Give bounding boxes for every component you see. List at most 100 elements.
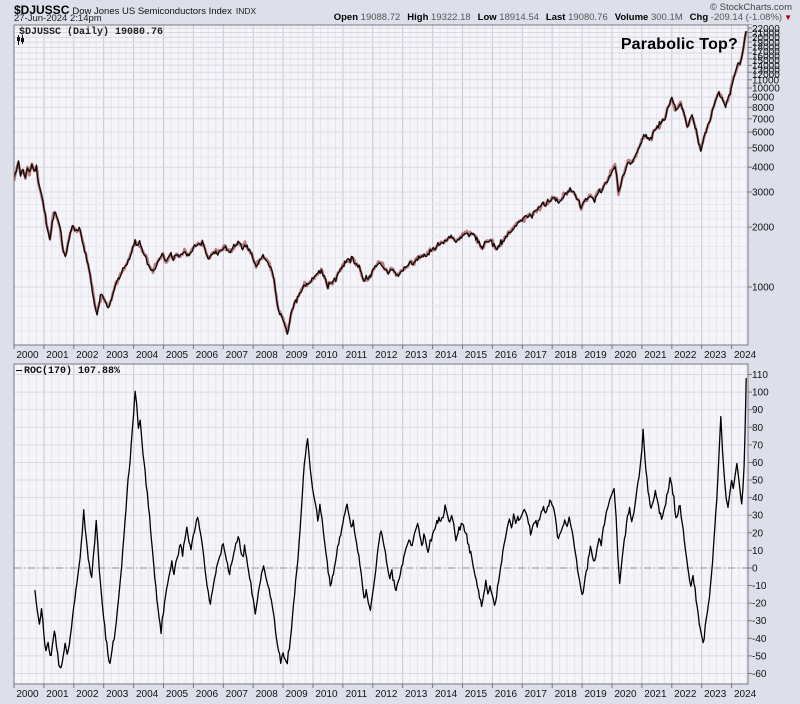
chg-value: -209.14 (-1.08%) [710, 12, 783, 23]
y-axis-label: -10 [752, 581, 767, 592]
chg-label: Chg [689, 12, 709, 23]
y-axis-label: 15000 [752, 56, 780, 67]
y-axis-label: -40 [752, 634, 767, 645]
y-axis-label: -20 [752, 599, 767, 610]
y-axis-label: 19000 [752, 38, 780, 49]
price-legend-text: $DJUSSC (Daily) 19080.76 [19, 27, 164, 38]
x-axis-label: 2012 [375, 689, 398, 700]
y-axis-label: 70 [752, 440, 764, 451]
y-axis-label: -30 [752, 616, 767, 627]
x-axis-label: 2024 [734, 689, 757, 700]
low-label: Low [477, 12, 497, 23]
x-axis-label: 2021 [644, 689, 667, 700]
x-axis-label: 2007 [226, 689, 249, 700]
y-axis-label: 16000 [752, 52, 780, 63]
roc-frame [13, 363, 749, 685]
x-axis-label: 2022 [674, 350, 697, 361]
x-axis-label: 2021 [644, 350, 667, 361]
x-axis-label: 2024 [734, 350, 757, 361]
y-axis-label: 10000 [752, 84, 780, 95]
x-axis-label: 2014 [435, 350, 458, 361]
x-axis-label: 2007 [226, 350, 249, 361]
x-axis-label: 2017 [525, 350, 548, 361]
y-axis-label: 5000 [752, 143, 775, 154]
x-axis-label: 2013 [405, 689, 428, 700]
y-axis-label: 30 [752, 511, 764, 522]
x-axis-label: 2022 [674, 689, 697, 700]
y-axis-label: -60 [752, 669, 767, 680]
parabolic-top-annotation: Parabolic Top? [620, 36, 738, 53]
roc-series [34, 378, 747, 669]
chart-header: $DJUSSC Dow Jones US Semiconductors Index… [0, 0, 800, 24]
x-axis-label: 2008 [256, 689, 279, 700]
y-axis-label: 4000 [752, 163, 775, 174]
y-axis-label: 20 [752, 528, 764, 539]
open-value: 19088.72 [360, 12, 401, 23]
y-axis-label: 110 [752, 370, 768, 381]
y-axis-label: 20000 [752, 33, 780, 44]
x-axis-label: 2009 [285, 350, 308, 361]
x-axis-label: 2016 [495, 350, 518, 361]
x-axis-label: 2000 [16, 689, 39, 700]
x-axis-label: 2004 [136, 689, 159, 700]
y-axis-label: -50 [752, 651, 767, 662]
roc-legend: — ROC(170) 107.88% [16, 366, 120, 377]
y-axis-label: 60 [752, 458, 764, 469]
roc-line-swatch: — [16, 366, 23, 377]
roc-plot-area [14, 364, 748, 684]
x-axis-label: 2005 [166, 350, 189, 361]
title-line: $DJUSSC Dow Jones US Semiconductors Index… [14, 1, 256, 19]
x-axis-label: 2003 [106, 689, 129, 700]
index-name: Dow Jones US Semiconductors Index [72, 6, 232, 17]
x-axis-label: 2017 [525, 689, 548, 700]
price-plot-area [14, 25, 748, 345]
x-axis-label: 2015 [465, 689, 488, 700]
volume-label: Volume [614, 12, 649, 23]
datetime: 27-Jun-2024 2:14pm [14, 13, 102, 24]
x-axis-label: 2002 [76, 689, 99, 700]
x-axis-label: 2008 [256, 350, 279, 361]
x-axis-label: 2015 [465, 350, 488, 361]
y-axis-label: 7000 [752, 114, 775, 125]
y-axis-label: 9000 [752, 93, 775, 104]
x-axis-label: 2004 [136, 350, 159, 361]
stockcharts-watermark: © StockCharts.com [710, 2, 792, 13]
x-axis-label: 2001 [46, 350, 69, 361]
high-label: High [407, 12, 429, 23]
x-axis-label: 2000 [16, 350, 39, 361]
x-axis-label: 2006 [196, 689, 219, 700]
y-axis-label: 1000 [752, 283, 775, 294]
y-axis-label: 50 [752, 476, 764, 487]
roc-chart: 1101009080706050403020100-10-20-30-40-50… [13, 363, 769, 700]
y-axis-label: 0 [752, 564, 758, 575]
x-axis-label: 2020 [614, 350, 637, 361]
symbol: $DJUSSC [14, 3, 70, 17]
y-axis-label: 10 [752, 546, 764, 557]
last-value: 19080.76 [568, 12, 608, 23]
x-axis-label: 2003 [106, 350, 129, 361]
exchange: INDX [235, 6, 257, 16]
x-axis-label: 2023 [704, 350, 727, 361]
y-axis-label: 100 [752, 388, 769, 399]
y-axis-label: 8000 [752, 103, 775, 114]
x-axis-label: 2010 [315, 350, 338, 361]
low-value: 18914.54 [499, 12, 539, 23]
x-axis-label: 2010 [315, 689, 338, 700]
chg-down-arrow-icon[interactable]: ▼ [784, 13, 792, 22]
price-series [14, 30, 748, 335]
price-legend: $DJUSSC (Daily) 19080.76 [16, 27, 164, 45]
price-frame [13, 24, 749, 346]
high-value: 19322.18 [431, 12, 471, 23]
y-axis-label: 90 [752, 405, 764, 416]
volume-value: 300.1M [650, 12, 683, 23]
x-axis-label: 2012 [375, 350, 398, 361]
quote-line: Open 19088.72 High 19322.18 Low 18914.54 La… [327, 12, 792, 23]
y-axis-label: 11000 [752, 75, 780, 86]
x-axis-label: 2006 [196, 350, 219, 361]
y-axis-label: 6000 [752, 128, 775, 139]
x-axis-label: 2023 [704, 689, 727, 700]
last-label: Last [545, 12, 566, 23]
x-axis-label: 2016 [495, 689, 518, 700]
x-axis-label: 2019 [584, 689, 607, 700]
